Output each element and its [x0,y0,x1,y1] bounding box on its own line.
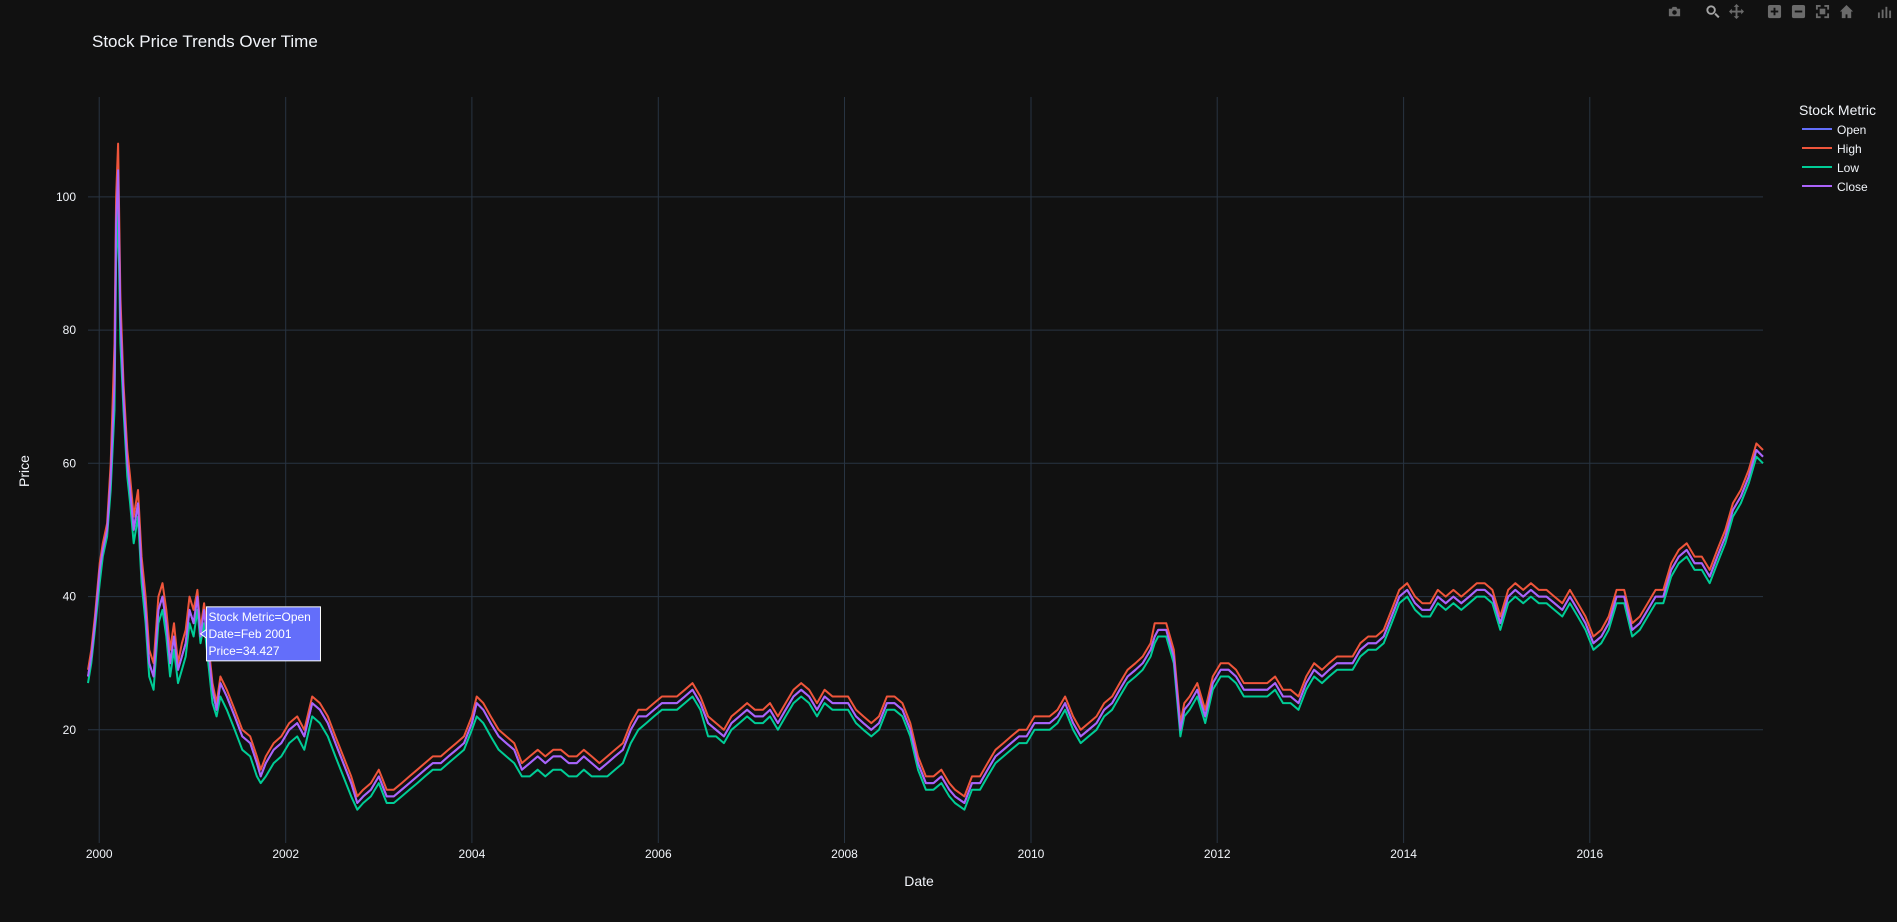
x-tick-label: 2012 [1204,847,1231,861]
plot-area[interactable] [87,142,1764,811]
pan-icon[interactable] [1727,2,1745,20]
x-tick-label: 2002 [272,847,299,861]
hover-tooltip-date: Date=Feb 2001 [208,627,291,641]
x-tick-label: 2008 [831,847,858,861]
legend-label-high: High [1837,142,1862,156]
hover-tooltip-metric: Stock Metric=Open [208,610,310,624]
y-tick-label: 80 [63,323,77,337]
axis-ticks: 20 40 60 80 100 2000 2002 2004 2006 2008 2010 2012 2… [56,190,1604,861]
y-tick-label: 100 [56,190,76,204]
hover-tooltip-box [205,606,321,662]
camera-icon[interactable] [1665,2,1683,20]
series-line-open[interactable] [87,169,1764,804]
legend-item-close[interactable]: Close [1802,180,1868,194]
plotly-logo-icon[interactable] [1875,2,1893,20]
legend: Stock Metric Open High Low Close [1799,102,1876,194]
hover-tooltip: Stock Metric=Open Date=Feb 2001 Price=34… [199,606,321,662]
y-tick-label: 40 [63,590,77,604]
x-tick-label: 2014 [1390,847,1417,861]
grid [88,97,1763,843]
chart-title: Stock Price Trends Over Time [92,32,318,51]
legend-label-close: Close [1837,180,1868,194]
legend-item-open[interactable]: Open [1802,123,1866,137]
legend-item-high[interactable]: High [1802,142,1862,156]
series-line-high[interactable] [87,142,1764,798]
x-tick-label: 2010 [1018,847,1045,861]
x-axis-title: Date [904,873,934,889]
legend-title: Stock Metric [1799,102,1876,118]
x-tick-label: 2000 [86,847,113,861]
y-axis-title: Price [16,455,32,487]
y-tick-label: 20 [63,723,77,737]
zoom-out-icon[interactable] [1789,2,1807,20]
zoom-icon[interactable] [1703,2,1721,20]
autoscale-icon[interactable] [1813,2,1831,20]
x-tick-label: 2004 [459,847,486,861]
home-icon[interactable] [1837,2,1855,20]
series-line-close[interactable] [87,169,1764,804]
series-line-low[interactable] [87,209,1764,811]
legend-label-low: Low [1837,161,1859,175]
legend-label-open: Open [1837,123,1866,137]
hover-tooltip-price: Price=34.427 [208,644,279,658]
y-tick-label: 60 [63,456,77,470]
x-tick-label: 2016 [1576,847,1603,861]
x-tick-label: 2006 [645,847,672,861]
legend-item-low[interactable]: Low [1802,161,1859,175]
zoom-in-icon[interactable] [1765,2,1783,20]
modebar [1665,2,1893,20]
